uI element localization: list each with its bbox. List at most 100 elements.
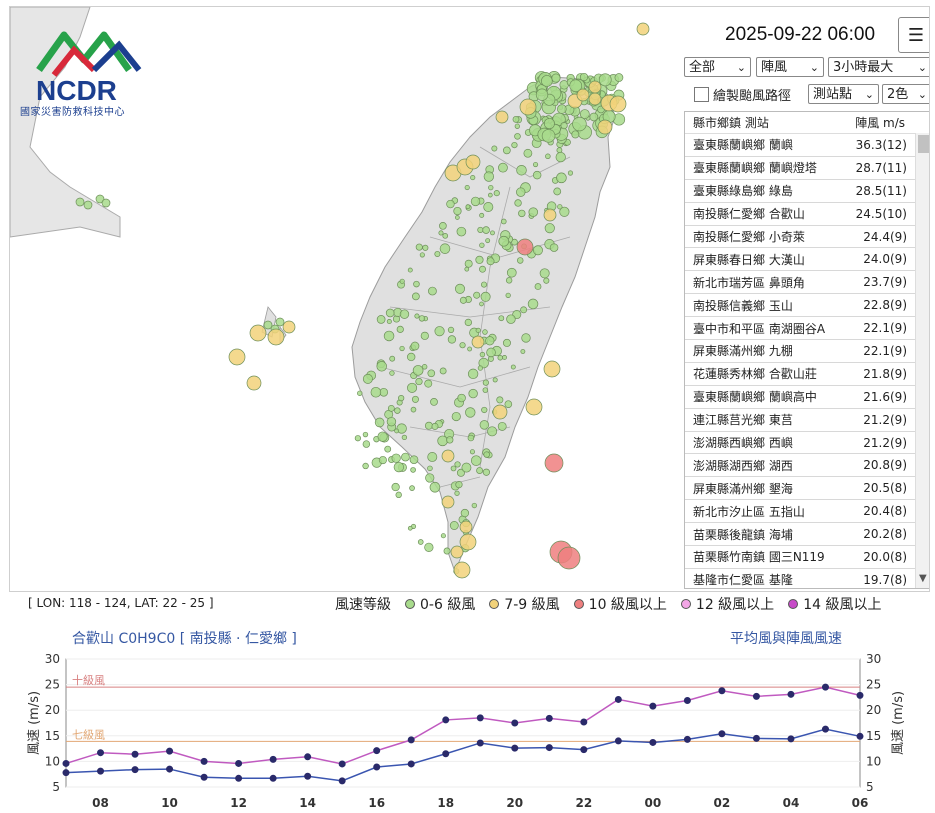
station-marker[interactable]	[589, 112, 599, 122]
station-marker[interactable]	[386, 319, 392, 325]
station-marker[interactable]	[541, 129, 556, 143]
station-marker[interactable]	[516, 187, 526, 197]
station-marker[interactable]	[407, 382, 418, 393]
station-marker[interactable]	[399, 278, 405, 284]
station-marker[interactable]	[505, 277, 513, 284]
station-marker[interactable]	[447, 326, 455, 334]
station-marker[interactable]	[389, 355, 396, 362]
station-marker[interactable]	[415, 377, 423, 386]
station-marker[interactable]	[431, 422, 439, 430]
table-scrollbar[interactable]: ▼	[915, 133, 929, 588]
station-marker[interactable]	[534, 283, 542, 290]
station-marker[interactable]	[439, 222, 447, 230]
station-marker[interactable]	[502, 338, 511, 347]
station-marker[interactable]	[510, 364, 516, 370]
station-marker[interactable]	[464, 318, 472, 327]
station-marker[interactable]	[516, 164, 527, 176]
station-marker[interactable]	[502, 355, 507, 360]
station-marker[interactable]	[487, 426, 498, 437]
station-marker[interactable]	[407, 525, 413, 531]
table-row[interactable]: 屏東縣春日鄉 大漢山 24.0(9)	[685, 248, 929, 272]
station-marker[interactable]	[399, 345, 405, 352]
table-row[interactable]: 臺東縣蘭嶼鄉 蘭嶼高中 21.6(9)	[685, 386, 929, 409]
station-marker[interactable]	[520, 306, 528, 314]
station-marker[interactable]	[389, 370, 395, 376]
station-marker[interactable]	[549, 243, 559, 252]
station-marker[interactable]	[544, 453, 564, 473]
station-marker[interactable]	[497, 355, 503, 361]
station-marker[interactable]	[456, 226, 467, 237]
station-mode-select[interactable]: 測站點 ⌄	[808, 84, 879, 104]
station-marker[interactable]	[398, 395, 405, 402]
station-marker[interactable]	[434, 326, 445, 337]
station-marker[interactable]	[362, 373, 373, 384]
table-row[interactable]: 南投縣信義鄉 玉山 22.8(9)	[685, 294, 929, 318]
station-marker[interactable]	[555, 151, 566, 163]
station-marker[interactable]	[479, 301, 484, 307]
station-marker[interactable]	[377, 431, 388, 442]
table-row[interactable]: 基隆市仁愛區 基隆 19.7(8)	[685, 569, 929, 588]
station-marker[interactable]	[465, 154, 481, 170]
station-marker[interactable]	[486, 347, 496, 358]
station-marker[interactable]	[410, 341, 420, 351]
station-marker[interactable]	[412, 292, 420, 301]
station-marker[interactable]	[438, 230, 444, 236]
station-marker[interactable]	[457, 393, 466, 403]
station-marker[interactable]	[579, 72, 589, 82]
station-marker[interactable]	[492, 377, 498, 383]
station-marker[interactable]	[407, 267, 413, 273]
station-marker[interactable]	[541, 75, 553, 87]
station-marker[interactable]	[393, 461, 404, 473]
station-marker[interactable]	[532, 245, 543, 256]
station-marker[interactable]	[282, 320, 296, 334]
station-marker[interactable]	[511, 141, 518, 149]
station-marker[interactable]	[460, 508, 470, 518]
station-marker[interactable]	[500, 218, 507, 225]
station-marker[interactable]	[454, 490, 460, 496]
station-marker[interactable]	[424, 542, 434, 552]
station-marker[interactable]	[588, 92, 602, 106]
station-marker[interactable]	[439, 367, 447, 375]
station-marker[interactable]	[428, 286, 437, 296]
station-marker[interactable]	[636, 22, 650, 36]
station-marker[interactable]	[465, 407, 476, 418]
station-marker[interactable]	[378, 456, 387, 465]
checkbox-box[interactable]	[694, 87, 709, 102]
station-marker[interactable]	[383, 330, 395, 342]
station-marker[interactable]	[396, 423, 407, 434]
station-marker[interactable]	[482, 379, 489, 386]
station-marker[interactable]	[471, 335, 485, 349]
table-row[interactable]: 臺東縣蘭嶼鄉 蘭嶼燈塔 28.7(11)	[685, 157, 929, 180]
station-marker[interactable]	[477, 365, 484, 371]
station-marker[interactable]	[597, 119, 613, 135]
station-marker[interactable]	[504, 400, 513, 408]
station-marker[interactable]	[437, 435, 448, 447]
station-marker[interactable]	[450, 465, 457, 472]
station-marker[interactable]	[545, 153, 551, 160]
station-marker[interactable]	[483, 202, 494, 212]
station-marker[interactable]	[569, 79, 583, 93]
station-marker[interactable]	[455, 481, 463, 489]
station-marker[interactable]	[354, 435, 361, 442]
station-marker[interactable]	[483, 451, 490, 458]
station-marker[interactable]	[370, 386, 382, 398]
station-marker[interactable]	[427, 452, 438, 462]
station-marker[interactable]	[357, 390, 363, 396]
station-marker[interactable]	[454, 283, 466, 294]
taiwan-map[interactable]	[10, 7, 929, 591]
station-marker[interactable]	[451, 411, 461, 422]
station-marker[interactable]	[497, 421, 507, 431]
region-select[interactable]: 全部 ⌄	[684, 57, 751, 77]
table-row[interactable]: 新北市汐止區 五指山 20.4(8)	[685, 500, 929, 524]
station-marker[interactable]	[514, 199, 522, 207]
station-marker[interactable]	[446, 199, 455, 209]
station-marker[interactable]	[495, 110, 509, 124]
station-marker[interactable]	[453, 206, 462, 216]
table-body[interactable]: 臺東縣蘭嶼鄉 蘭嶼 36.3(12) 臺東縣蘭嶼鄉 蘭嶼燈塔 28.7(11) 臺東縣綠…	[685, 134, 929, 588]
station-marker[interactable]	[521, 333, 531, 343]
wind-type-select[interactable]: 陣風 ⌄	[756, 57, 824, 77]
station-marker[interactable]	[441, 495, 455, 509]
station-marker[interactable]	[487, 192, 493, 198]
table-row[interactable]: 澎湖縣湖西鄉 湖西 20.8(9)	[685, 454, 929, 478]
station-marker[interactable]	[479, 420, 490, 430]
